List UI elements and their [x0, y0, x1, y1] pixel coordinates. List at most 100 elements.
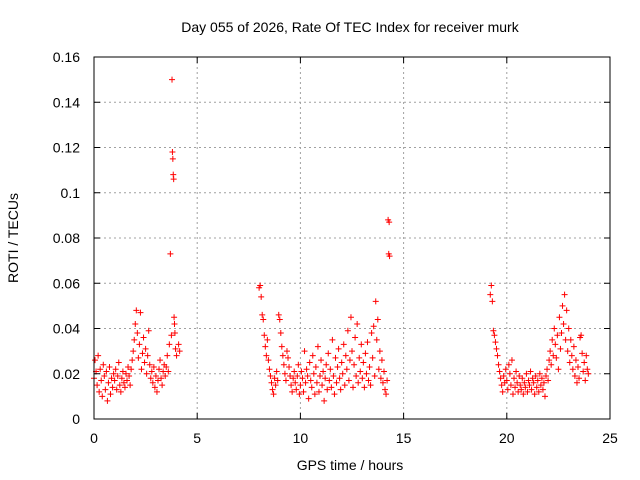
- data-point: [267, 373, 274, 380]
- data-point: [546, 357, 553, 364]
- data-point: [359, 375, 366, 382]
- data-point: [573, 379, 580, 386]
- data-point: [372, 298, 379, 305]
- x-tick-label: 0: [90, 430, 98, 446]
- data-point: [534, 377, 541, 384]
- data-point: [384, 377, 391, 384]
- data-point: [376, 348, 383, 355]
- data-point: [302, 379, 309, 386]
- data-point: [549, 336, 556, 343]
- data-point: [294, 373, 301, 380]
- data-point: [334, 363, 341, 370]
- data-point: [583, 352, 590, 359]
- data-point: [266, 366, 273, 373]
- data-point: [514, 379, 521, 386]
- data-point: [544, 366, 551, 373]
- data-point: [313, 379, 320, 386]
- data-point: [365, 377, 372, 384]
- data-point: [308, 384, 315, 391]
- x-tick-label: 5: [193, 430, 201, 446]
- data-point: [101, 373, 108, 380]
- data-point: [343, 366, 350, 373]
- data-point: [106, 363, 113, 370]
- data-point: [171, 330, 178, 337]
- data-point: [513, 368, 520, 375]
- data-point: [500, 373, 507, 380]
- data-point: [519, 375, 526, 382]
- data-point: [168, 332, 175, 339]
- data-point: [319, 382, 326, 389]
- data-point: [280, 361, 287, 368]
- data-point: [95, 352, 102, 359]
- data-point: [505, 361, 512, 368]
- data-point: [576, 375, 583, 382]
- data-point: [287, 373, 294, 380]
- data-point: [349, 348, 355, 355]
- data-point: [304, 373, 311, 380]
- data-point: [508, 357, 515, 364]
- data-point: [355, 379, 362, 386]
- data-point: [496, 368, 503, 375]
- data-point: [144, 352, 151, 359]
- data-point: [529, 375, 536, 382]
- data-point: [340, 341, 347, 348]
- data-point: [290, 375, 297, 382]
- data-point: [257, 282, 264, 289]
- data-point: [491, 332, 498, 339]
- data-point: [141, 359, 148, 366]
- data-point: [569, 366, 576, 373]
- data-point: [143, 370, 150, 377]
- data-point: [585, 370, 592, 377]
- data-point: [164, 352, 171, 359]
- data-point: [564, 348, 571, 355]
- data-point: [530, 379, 537, 386]
- x-tick-label: 25: [602, 430, 618, 446]
- data-point: [295, 361, 302, 368]
- data-point: [560, 320, 567, 327]
- data-point: [370, 323, 377, 330]
- data-point: [147, 375, 154, 382]
- data-point: [356, 354, 363, 361]
- data-point: [158, 375, 165, 382]
- data-point: [363, 370, 370, 377]
- data-point: [274, 377, 281, 384]
- data-point: [535, 388, 542, 395]
- data-point: [554, 332, 561, 339]
- data-point: [159, 382, 166, 389]
- data-point: [152, 373, 159, 380]
- data-point: [563, 307, 570, 314]
- data-point: [92, 357, 99, 364]
- data-point: [309, 352, 316, 359]
- y-tick-label: 0: [72, 411, 80, 427]
- data-point: [323, 361, 330, 368]
- data-point: [320, 368, 327, 375]
- data-point: [317, 373, 324, 380]
- data-point: [98, 377, 105, 384]
- data-point: [571, 373, 578, 380]
- data-point: [260, 316, 267, 323]
- data-point: [511, 375, 518, 382]
- data-point: [383, 391, 390, 398]
- data-point: [506, 370, 513, 377]
- data-point: [138, 366, 145, 373]
- y-tick-label: 0.16: [53, 49, 80, 65]
- data-point: [272, 382, 279, 389]
- data-point: [558, 330, 565, 337]
- data-point: [516, 373, 523, 380]
- data-point: [165, 368, 172, 375]
- data-point: [338, 359, 345, 366]
- data-point: [134, 330, 141, 337]
- data-point: [278, 343, 285, 350]
- data-point: [100, 361, 107, 368]
- y-axis-label: ROTI / TECUs: [5, 193, 21, 283]
- data-points: [91, 76, 592, 404]
- data-point: [298, 368, 305, 375]
- data-point: [324, 386, 331, 393]
- x-tick-label: 15: [396, 430, 412, 446]
- data-point: [124, 377, 131, 384]
- data-point: [332, 354, 339, 361]
- data-point: [108, 375, 115, 382]
- data-point: [132, 320, 139, 327]
- data-point: [271, 375, 278, 382]
- data-point: [269, 386, 276, 393]
